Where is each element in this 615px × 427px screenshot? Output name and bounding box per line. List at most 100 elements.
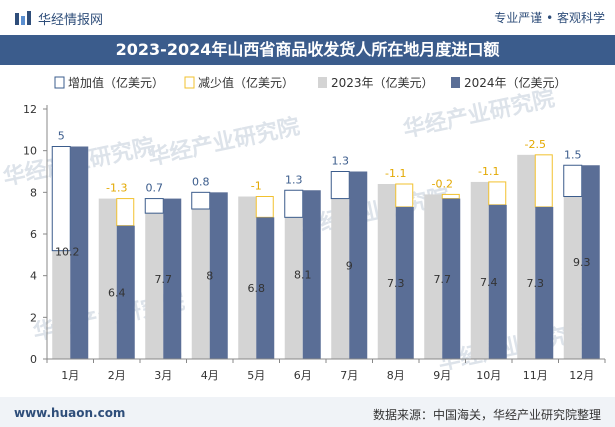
y-tick-label: 10	[23, 145, 37, 158]
bar-decrease	[441, 193, 460, 200]
x-tick-label: 2月	[108, 369, 126, 382]
change-label: 1.3	[285, 173, 303, 186]
value-label-2024: 7.4	[480, 276, 498, 289]
top-bar: 华经情报网 专业严谨 • 客观科学	[0, 0, 615, 35]
footer-source: 数据来源：中国海关，华经产业研究院整理	[372, 408, 601, 422]
change-label: -1.1	[478, 165, 499, 178]
bar-increase	[51, 146, 71, 252]
x-tick-label: 12月	[569, 369, 594, 382]
change-label: -1.3	[106, 182, 127, 195]
bar-2024	[256, 217, 275, 359]
chart-title: 2023-2024年山西省商品收发货人所在地月度进口额	[115, 40, 500, 59]
y-tick-label: 2	[30, 311, 37, 324]
bar-2024	[488, 204, 507, 359]
tagline: 专业严谨 • 客观科学	[494, 11, 605, 25]
value-label-2024: 8	[206, 270, 213, 283]
bar-increase	[563, 164, 583, 197]
bar-increase	[284, 189, 304, 218]
bar-increase	[330, 171, 350, 200]
bar-2023	[377, 184, 396, 359]
legend-increase-swatch	[54, 76, 65, 89]
x-tick-label: 7月	[340, 369, 358, 382]
x-tick-label: 3月	[154, 369, 172, 382]
brand-logo-icon	[15, 10, 31, 25]
y-tick-label: 0	[30, 353, 37, 366]
bar-2024	[442, 198, 461, 359]
bar-2023	[331, 198, 350, 359]
bar-2023	[52, 250, 71, 359]
bar-increase	[144, 198, 164, 214]
footer-url: www.huaon.com	[14, 406, 126, 420]
change-label: 0.8	[192, 175, 210, 188]
data-labels: 5 10.2 -1.3 6.4 0.7 7.7 0.8 8 -1 6.8 1.3 8.1 1.3 9 -1.…	[55, 130, 591, 300]
legend-decrease-swatch	[184, 76, 195, 89]
value-label-2024: 10.2	[55, 246, 80, 259]
bar-2024	[535, 206, 554, 359]
value-label-2024: 6.8	[248, 282, 266, 295]
x-tick-label: 8月	[387, 369, 405, 382]
value-label-2024: 8.1	[294, 269, 312, 282]
x-tick-label: 4月	[201, 369, 219, 382]
bar-2024	[163, 198, 182, 359]
bar-2024	[116, 225, 135, 359]
bar-2023	[424, 194, 443, 359]
value-label-2024: 7.3	[387, 277, 405, 290]
bar-2023	[563, 196, 582, 359]
y-tick-label: 4	[30, 270, 37, 283]
bar-2023	[145, 213, 164, 359]
bar-2024	[209, 192, 228, 359]
title-bar	[0, 35, 615, 65]
change-label: -1	[251, 180, 262, 193]
bar-decrease	[534, 154, 553, 208]
value-label-2024: 6.4	[108, 286, 126, 299]
value-label-2024: 7.7	[434, 273, 452, 286]
bar-2023	[191, 209, 210, 359]
legend-label: 减少值（亿美元）	[198, 75, 294, 90]
change-label: 1.5	[564, 148, 582, 161]
bar-decrease	[255, 196, 274, 218]
x-tick-label: 10月	[476, 369, 501, 382]
x-axis: 1月 2月 3月 4月 5月 6月 7月 8月 9月 10月 11月 12月	[46, 358, 606, 382]
x-tick-label: 5月	[247, 369, 265, 382]
bar-2023	[238, 196, 257, 359]
bar-decrease	[395, 183, 414, 208]
change-label: -2.5	[525, 138, 546, 151]
legend-label: 2023年（亿美元）	[331, 75, 434, 90]
change-label: -1.1	[385, 167, 406, 180]
bar-2024	[395, 206, 414, 359]
footer	[0, 397, 615, 427]
legend: 增加值（亿美元） 减少值（亿美元） 2023年（亿美元） 2024年（亿美元）	[54, 75, 567, 90]
bar-decrease	[488, 181, 507, 206]
bar-decrease	[116, 198, 135, 227]
chart-area: 华经产业研究院华经产业研究院华经产业研究院华经产业研究院华经产业研究院华经产业研…	[1, 75, 606, 382]
x-tick-label: 1月	[61, 369, 79, 382]
bar-2023	[98, 198, 117, 359]
watermark-text: 华经产业研究院	[146, 113, 302, 170]
watermark-text: 华经产业研究院	[401, 85, 557, 142]
bar-2024	[302, 190, 321, 359]
brand: 华经情报网	[14, 9, 103, 28]
x-tick-label: 11月	[523, 369, 548, 382]
legend-label: 2024年（亿美元）	[464, 75, 567, 90]
value-label-2024: 9	[346, 259, 353, 272]
y-tick-label: 6	[30, 228, 37, 241]
x-tick-label: 9月	[433, 369, 451, 382]
legend-2023-swatch	[318, 77, 327, 88]
bar-2023	[284, 217, 303, 359]
bar-2023	[517, 154, 536, 359]
bars	[51, 146, 600, 359]
bar-2024	[581, 165, 600, 359]
bar-2024	[349, 171, 368, 359]
value-label-2024: 9.3	[573, 256, 591, 269]
legend-label: 增加值（亿美元）	[68, 75, 164, 90]
bar-2023	[470, 181, 489, 359]
y-tick-label: 12	[23, 103, 37, 116]
bar-increase	[191, 191, 211, 210]
brand-name: 华经情报网	[38, 13, 104, 28]
y-tick-label: 8	[30, 186, 37, 199]
change-label: 5	[58, 130, 65, 143]
x-tick-label: 6月	[294, 369, 312, 382]
y-axis: 0 2 4 6 8 10 12	[23, 103, 48, 366]
value-label-2024: 7.7	[155, 273, 173, 286]
change-label: 1.3	[332, 155, 350, 168]
